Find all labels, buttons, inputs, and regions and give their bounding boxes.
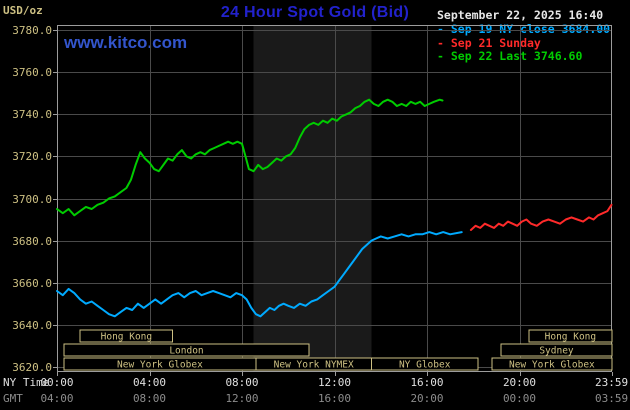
chart-title: 24 Hour Spot Gold (Bid)	[220, 4, 410, 21]
y-tick-label: 3640.0	[12, 318, 52, 332]
y-tick-label: 3660.0	[12, 276, 52, 290]
nymex-floor-band	[253, 25, 372, 372]
ny-tick-label: 23:59	[595, 376, 629, 389]
session-box	[63, 343, 310, 357]
legend-item-1: - Sep 21 Sunday	[437, 35, 541, 50]
ny-tick-label: 20:00	[502, 376, 537, 389]
session-label: NY Globex	[399, 360, 451, 371]
ny-time-label: NY Time	[3, 376, 50, 389]
ny-tick-label: 08:00	[225, 376, 259, 389]
gmt-tick-label: 08:00	[132, 392, 167, 405]
series-line-0	[56, 231, 463, 318]
series-line-1	[469, 203, 613, 231]
units-label: USD/oz	[3, 4, 43, 17]
ny-tick-label: 16:00	[410, 376, 444, 389]
y-tick-label: 3700.0	[12, 192, 52, 206]
session-box	[528, 329, 613, 343]
gmt-tick-label: 12:00	[225, 392, 259, 405]
gmt-label: GMT	[3, 392, 23, 405]
session-label: New York Globex	[117, 360, 203, 371]
session-label: London	[169, 346, 203, 357]
y-tick-label: 3760.0	[12, 66, 52, 80]
y-tick-label: 3620.0	[12, 360, 52, 374]
gmt-tick-label: 00:00	[502, 392, 537, 405]
y-tick-label: 3720.0	[12, 150, 52, 164]
kitco-watermark-link[interactable]: www.kitco.com	[64, 33, 188, 52]
session-label: Hong Kong	[101, 332, 152, 343]
session-label: Sydney	[539, 346, 574, 357]
ny-tick-label: 12:00	[317, 376, 352, 389]
session-box	[500, 343, 613, 357]
session-label: Hong Kong	[545, 332, 596, 343]
gmt-tick-label: 03:59	[595, 392, 629, 405]
ny-tick-label: 04:00	[132, 376, 167, 389]
y-tick-label: 3780.0	[12, 24, 52, 38]
datetime-label: September 22, 2025 16:40	[437, 8, 604, 22]
y-tick-label: 3680.0	[12, 234, 52, 248]
gmt-tick-label: 04:00	[40, 392, 74, 405]
gmt-tick-label: 16:00	[317, 392, 352, 405]
legend-item-2: - Sep 22 Last 3746.60	[437, 49, 583, 63]
gmt-tick-label: 20:00	[410, 392, 444, 405]
y-tick-label: 3740.0	[12, 108, 52, 122]
session-box	[491, 357, 613, 371]
session-box	[371, 357, 479, 371]
ny-tick-label: 00:00	[40, 376, 74, 389]
plot-border	[57, 25, 612, 372]
session-box	[79, 329, 174, 343]
series-line-2	[56, 98, 444, 217]
session-label: New York Globex	[509, 360, 595, 371]
session-label: New York NYMEX	[274, 360, 354, 371]
